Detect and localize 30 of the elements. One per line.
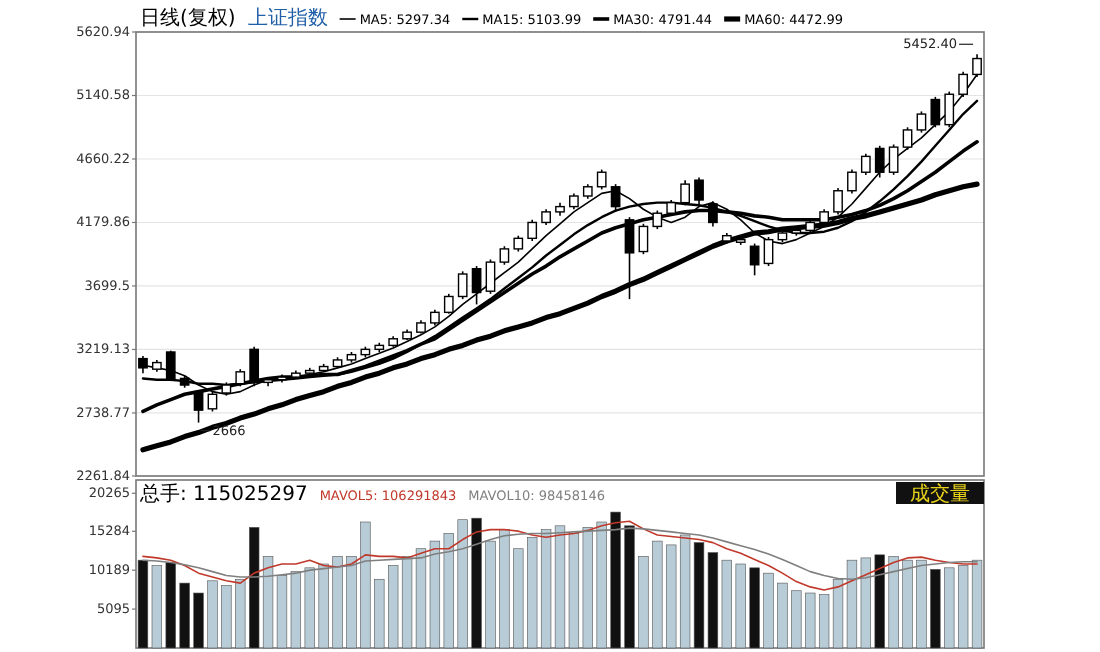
text: 总手: 115025297: [138, 482, 308, 506]
candlestick: [541, 208, 551, 226]
candlestick: [735, 238, 746, 246]
chart-subtitle: 上证指数: [247, 6, 328, 30]
line-series: [142, 520, 978, 591]
candlestick: [430, 308, 440, 327]
annotation: 成交量: [910, 482, 970, 506]
candlestick: [388, 335, 399, 347]
candlestick: [304, 367, 315, 377]
candlestick: [596, 168, 607, 191]
candlestick: [513, 234, 524, 253]
candlestick: [833, 187, 843, 216]
candlestick: [374, 341, 385, 353]
candlestick: [666, 199, 677, 214]
candlestick: [582, 183, 593, 200]
candlestick: [819, 208, 829, 224]
candlestick: [555, 201, 565, 217]
candlestick: [805, 219, 816, 234]
candlestick: [721, 232, 732, 245]
candlestick: [680, 179, 690, 207]
candlestick: [527, 219, 538, 242]
line-series: [142, 527, 978, 581]
candlestick: [569, 192, 579, 211]
candlestick: [443, 293, 454, 314]
candlestick: [874, 145, 885, 179]
candlestick: [151, 359, 162, 373]
candlestick: [708, 200, 718, 228]
candlestick: [860, 152, 871, 176]
chart-title: 日线(复权): [140, 6, 236, 30]
candlestick: [847, 168, 857, 195]
